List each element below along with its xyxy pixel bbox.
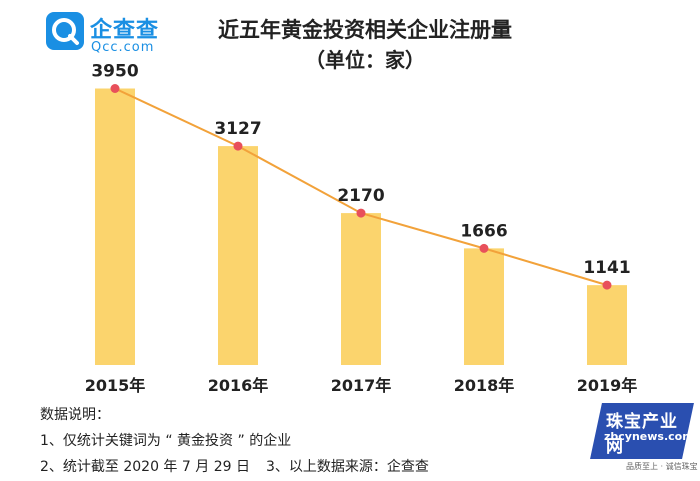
watermark-slogan: 品质至上 · 诚信珠宝	[626, 462, 698, 471]
value-label-2: 2170	[337, 186, 384, 206]
point-3	[479, 243, 489, 253]
point-2	[356, 208, 366, 218]
bar-4	[587, 285, 627, 365]
value-label-3: 1666	[460, 221, 507, 241]
point-0	[110, 84, 120, 93]
chart-title: 近五年黄金投资相关企业注册量	[218, 18, 512, 42]
brand-name: 企查查	[90, 18, 160, 43]
value-label-1: 3127	[214, 119, 261, 139]
category-label-1: 2016年	[208, 376, 269, 395]
bar-1	[218, 146, 258, 365]
category-label-2: 2017年	[331, 376, 392, 395]
chart-subtitle: （单位：家）	[305, 48, 425, 72]
value-label-4: 1141	[583, 258, 630, 278]
note-line-2: 2、统计截至 2020 年 7 月 29 日 3、以上数据来源：企查查	[40, 454, 429, 480]
category-label-3: 2018年	[454, 376, 515, 395]
brand-domain: Qcc.com	[91, 40, 155, 55]
qcc-logo-icon	[46, 12, 84, 50]
note-3: 3、以上数据来源：企查查	[265, 459, 429, 475]
bar-2	[341, 213, 381, 365]
category-label-0: 2015年	[85, 376, 146, 395]
qcc-logo: 企查查 Qcc.com	[46, 12, 176, 56]
note-2: 2、统计截至 2020 年 7 月 29 日	[40, 459, 250, 475]
watermark-cn: 珠宝产业网	[606, 412, 678, 457]
watermark-en: zbcynews.com	[604, 430, 694, 443]
point-1	[233, 141, 243, 151]
category-label-4: 2019年	[577, 376, 638, 395]
watermark-logo: 珠宝产业网 zbcynews.com 品质至上 · 诚信珠宝	[590, 403, 698, 471]
bar-3	[464, 248, 504, 365]
note-line-1: 1、仅统计关键词为 “ 黄金投资 ” 的企业	[40, 433, 292, 449]
point-4	[602, 280, 612, 290]
bar-0	[95, 88, 135, 365]
data-notes: 数据说明： 1、仅统计关键词为 “ 黄金投资 ” 的企业 2、统计截至 2020…	[40, 402, 429, 480]
notes-heading: 数据说明：	[40, 407, 110, 423]
value-label-0: 3950	[91, 62, 138, 82]
